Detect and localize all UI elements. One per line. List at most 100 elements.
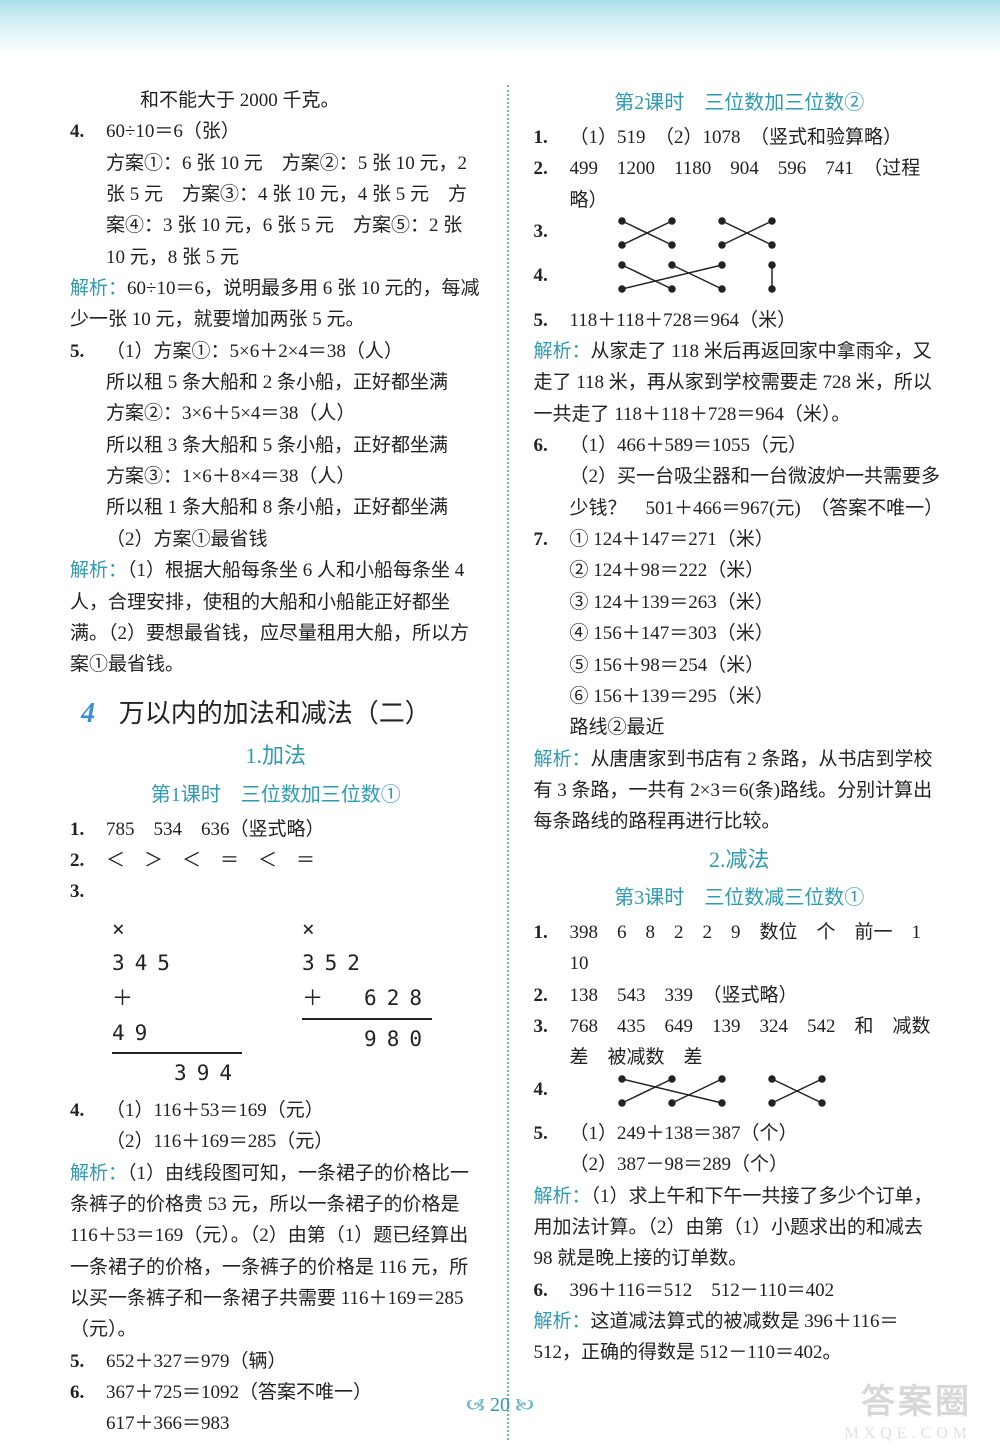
analysis-label: 解析： bbox=[534, 749, 591, 770]
l3-q5-analysis: 解析：（1）求上午和下午一共接了多少个订单，用加法计算。（2）由第（1）小题求出… bbox=[534, 1181, 946, 1275]
l1-q4-analysis-text: （1）由线段图可知，一条裙子的价格比一条裤子的价格贵 53 元，所以一条裙子的价… bbox=[70, 1163, 469, 1341]
l2-q6-num: 6. bbox=[534, 430, 570, 524]
header-gradient bbox=[0, 0, 1000, 55]
chapter-title: 万以内的加法和减法（二） bbox=[119, 698, 431, 728]
lesson1-title: 第1课时 三位数加三位数① bbox=[70, 779, 482, 812]
page-number: 20 bbox=[490, 1394, 510, 1416]
l3-q4-svg bbox=[570, 1074, 946, 1118]
analysis-label: 解析： bbox=[534, 1186, 591, 1207]
l3-q2-text: 138 543 339 （竖式略） bbox=[570, 980, 946, 1011]
right-column: 第2课时 三位数加三位数② 1. （1）519 （2）1078 （竖式和验算略）… bbox=[514, 85, 946, 1440]
l2-q3-num: 3. bbox=[534, 216, 570, 260]
q5-num: 5. bbox=[70, 336, 106, 555]
l3-q1-text: 398 6 8 2 2 9 数位 个 前一 1 10 bbox=[570, 917, 946, 980]
l3-q5-content: （1）249＋138＝387（个） （2）387－98＝289（个） bbox=[570, 1118, 946, 1181]
l1-q2: 2. ＜ ＞ ＜ ＝ ＜ ＝ bbox=[70, 845, 482, 876]
l2-q5-analysis: 解析：从家走了 118 米后再返回家中拿雨伞，又走了 118 米，再从家到学校需… bbox=[534, 336, 946, 430]
left-q4: 4. 60÷10＝6（张） 方案①：6 张 10 元 方案②：5 张 10 元，… bbox=[70, 116, 482, 273]
q4-num: 4. bbox=[70, 116, 106, 273]
l1-q2-num: 2. bbox=[70, 845, 106, 876]
l3-q4-num: 4. bbox=[534, 1074, 570, 1118]
l3-q5-analysis-text: （1）求上午和下午一共接了多少个订单，用加法计算。（2）由第（1）小题求出的和减… bbox=[534, 1186, 933, 1270]
l2-q2: 2. 499 1200 1180 904 596 741 （过程略） bbox=[534, 153, 946, 216]
l2-q1-num: 1. bbox=[534, 122, 570, 153]
calc2-line bbox=[302, 1018, 432, 1020]
l2-q7-l1: ① 124＋147＝271（米） bbox=[570, 524, 946, 555]
l2-q1: 1. （1）519 （2）1078 （竖式和验算略） bbox=[534, 122, 946, 153]
l2-q5: 5. 118＋118＋728＝964（米） bbox=[534, 305, 946, 336]
l2-q7-l6: ⑥ 156＋139＝295（米） bbox=[570, 681, 946, 712]
l2-q5-num: 5. bbox=[534, 305, 570, 336]
l2-q4: 4. bbox=[534, 260, 946, 304]
l3-q5-num: 5. bbox=[534, 1118, 570, 1181]
l2-q5-analysis-text: 从家走了 118 米后再返回家中拿雨伞，又走了 118 米，再从家到学校需要走 … bbox=[534, 341, 932, 425]
q5-p1f: 所以租 1 条大船和 8 条小船，正好都坐满 bbox=[106, 492, 482, 523]
q4-analysis-text: 60÷10＝6，说明最多用 6 张 10 元的，每减少一张 10 元，就要增加两… bbox=[70, 278, 479, 330]
l1-q4-analysis: 解析：（1）由线段图可知，一条裙子的价格比一条裤子的价格贵 53 元，所以一条裙… bbox=[70, 1158, 482, 1346]
calc2: × 352 ＋ 628 980 bbox=[302, 912, 432, 1091]
q5-p1e: 方案③：1×6＋8×4＝38（人） bbox=[106, 461, 482, 492]
l2-q7: 7. ① 124＋147＝271（米） ② 124＋98＝222（米） ③ 12… bbox=[534, 524, 946, 743]
q4-analysis: 解析：60÷10＝6，说明最多用 6 张 10 元的，每减少一张 10 元，就要… bbox=[70, 273, 482, 336]
l2-q7-l4: ④ 156＋147＝303（米） bbox=[570, 618, 946, 649]
q5-analysis: 解析：（1）根据大船每条坐 6 人和小船每条坐 4 人，合理安排，使租的大船和小… bbox=[70, 555, 482, 680]
l1-q3: 3. bbox=[70, 876, 482, 907]
l2-q1-text: （1）519 （2）1078 （竖式和验算略） bbox=[570, 122, 946, 153]
analysis-label: 解析： bbox=[70, 560, 127, 581]
analysis-label: 解析： bbox=[70, 1163, 127, 1184]
calc1-r2: ＋ 49 bbox=[112, 981, 242, 1050]
l2-q4-svg bbox=[570, 260, 946, 304]
watermark-logo: 答案圈 bbox=[861, 1374, 972, 1423]
l2-q7-l3: ③ 124＋139＝263（米） bbox=[570, 587, 946, 618]
watermark-url: MXQE.COM bbox=[844, 1425, 972, 1443]
l1-q3-num: 3. bbox=[70, 876, 106, 907]
calc2-r3: 980 bbox=[302, 1022, 432, 1057]
l2-q2-text: 499 1200 1180 904 596 741 （过程略） bbox=[570, 153, 946, 216]
l1-q4-num: 4. bbox=[70, 1095, 106, 1158]
vertical-calc-group: × 345 ＋ 49 394 × 352 ＋ 628 980 bbox=[70, 912, 482, 1091]
l2-q7-analysis: 解析：从唐唐家到书店有 2 条路，从书店到学校有 3 条路，一共有 2×3＝6(… bbox=[534, 744, 946, 838]
q5-p1c: 方案②：3×6＋5×4＝38（人） bbox=[106, 398, 482, 429]
left-column: 和不能大于 2000 千克。 4. 60÷10＝6（张） 方案①：6 张 10 … bbox=[70, 85, 502, 1440]
calc1-r3: 394 bbox=[112, 1056, 242, 1091]
lesson2-title: 第2课时 三位数加三位数② bbox=[534, 87, 946, 120]
l2-q4-num: 4. bbox=[534, 260, 570, 304]
l2-q7-num: 7. bbox=[534, 524, 570, 743]
l2-q7-content: ① 124＋147＝271（米） ② 124＋98＝222（米） ③ 124＋1… bbox=[570, 524, 946, 743]
q4-line1: 60÷10＝6（张） bbox=[106, 116, 482, 147]
l3-q6-text: 396＋116＝512 512－110＝402 bbox=[570, 1275, 946, 1306]
l1-q1-num: 1. bbox=[70, 814, 106, 845]
analysis-label: 解析： bbox=[534, 341, 591, 362]
q5-p1a: （1）方案①：5×6＋2×4＝38（人） bbox=[106, 336, 482, 367]
section2-title: 2.减法 bbox=[534, 842, 946, 878]
l3-q5-p1: （1）249＋138＝387（个） bbox=[570, 1118, 946, 1149]
l2-q3: 3. bbox=[534, 216, 946, 260]
l3-q3-text: 768 435 649 139 324 542 和 减数 差 被减数 差 bbox=[570, 1011, 946, 1074]
page-footer: 🙦 20 🙤 bbox=[0, 1393, 1000, 1423]
l3-q1-num: 1. bbox=[534, 917, 570, 980]
l1-q4-content: （1）116＋53＝169（元） （2）116＋169＝285（元） bbox=[106, 1095, 482, 1158]
l2-q6: 6. （1）466＋589＝1055（元） （2）买一台吸尘器和一台微波炉一共需… bbox=[534, 430, 946, 524]
l3-q6-num: 6. bbox=[534, 1275, 570, 1306]
l2-q6-content: （1）466＋589＝1055（元） （2）买一台吸尘器和一台微波炉一共需要多少… bbox=[570, 430, 946, 524]
column-divider bbox=[507, 85, 509, 1440]
calc1: × 345 ＋ 49 394 bbox=[112, 912, 242, 1091]
chapter-badge: 4 bbox=[70, 691, 106, 723]
l1-q5-num: 5. bbox=[70, 1346, 106, 1377]
l1-q5: 5. 652＋327＝979（辆） bbox=[70, 1346, 482, 1377]
l1-q4: 4. （1）116＋53＝169（元） （2）116＋169＝285（元） bbox=[70, 1095, 482, 1158]
analysis-label: 解析： bbox=[534, 1311, 591, 1332]
l2-q3-svg bbox=[570, 216, 946, 260]
l1-q1: 1. 785 534 636（竖式略） bbox=[70, 814, 482, 845]
q5-content: （1）方案①：5×6＋2×4＝38（人） 所以租 5 条大船和 2 条小船，正好… bbox=[106, 336, 482, 555]
l1-q1-text: 785 534 636（竖式略） bbox=[106, 814, 482, 845]
l3-q4: 4. bbox=[534, 1074, 946, 1118]
calc1-r1: × 345 bbox=[112, 912, 242, 981]
l3-q5-p2: （2）387－98＝289（个） bbox=[570, 1149, 946, 1180]
l3-q6: 6. 396＋116＝512 512－110＝402 bbox=[534, 1275, 946, 1306]
lesson3-title: 第3课时 三位数减三位数① bbox=[534, 882, 946, 915]
l2-q7-l5: ⑤ 156＋98＝254（米） bbox=[570, 650, 946, 681]
analysis-label: 解析： bbox=[70, 278, 127, 299]
q5-p1d: 所以租 3 条大船和 5 条小船，正好都坐满 bbox=[106, 430, 482, 461]
l2-q2-num: 2. bbox=[534, 153, 570, 216]
